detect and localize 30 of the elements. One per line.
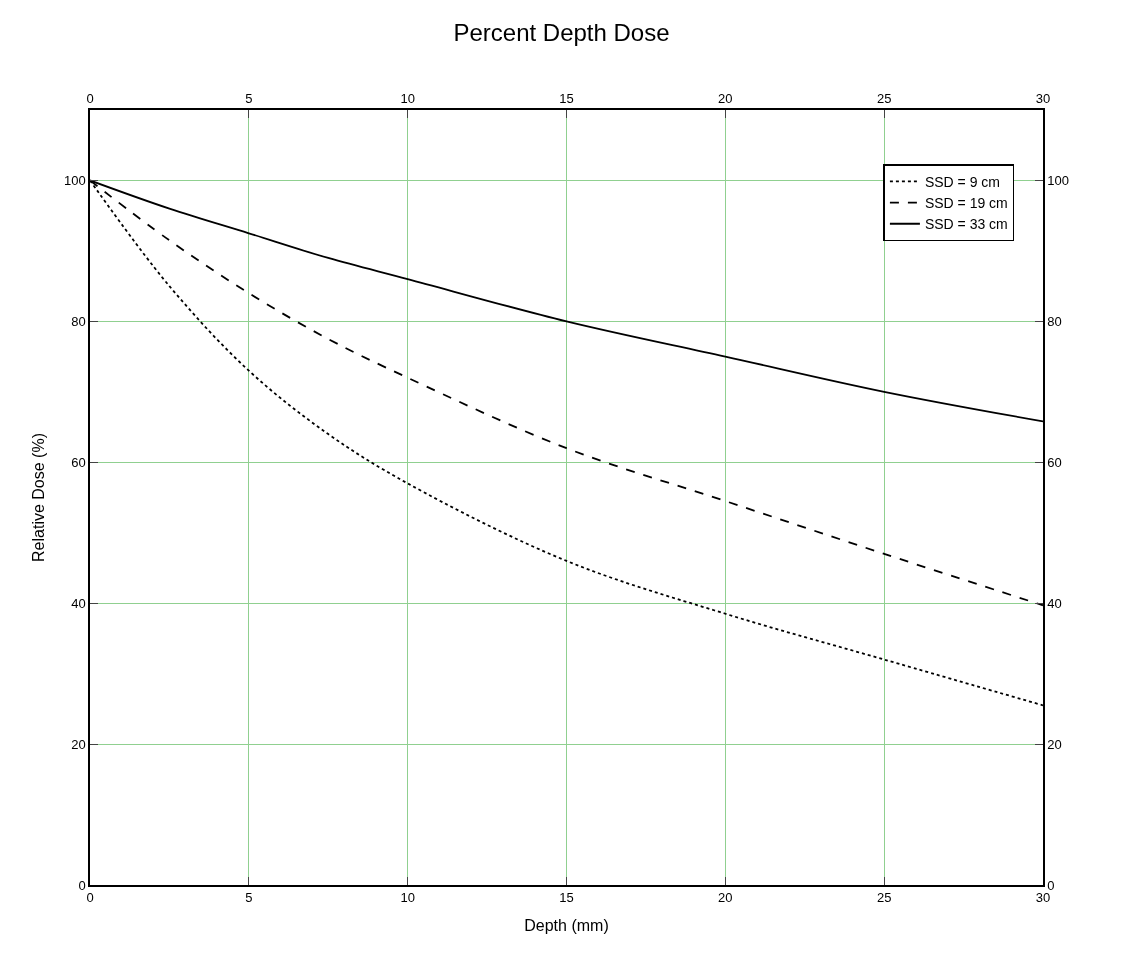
y-tick-label: 20 bbox=[71, 736, 86, 752]
y-tick-label: 60 bbox=[71, 454, 86, 470]
x-tick-label: 30 bbox=[1035, 91, 1051, 107]
legend-label: SSD = 19 cm bbox=[924, 195, 1008, 212]
x-tick-label: 5 bbox=[245, 91, 253, 107]
x-axis-title: Depth (mm) bbox=[524, 916, 609, 934]
y2-tick-label: 0 bbox=[1047, 877, 1055, 893]
y2-tick-label: 40 bbox=[1047, 595, 1062, 611]
y-tick-label: 0 bbox=[78, 877, 86, 893]
x2-tick-label: 20 bbox=[718, 890, 733, 906]
legend-label: SSD = 33 cm bbox=[924, 216, 1008, 233]
x2-tick-label: 10 bbox=[400, 890, 415, 906]
legend-label: SSD = 9 cm bbox=[924, 173, 1000, 190]
chart-title: Percent Depth Dose bbox=[453, 19, 670, 47]
x-tick-label: 25 bbox=[876, 91, 892, 107]
x-tick-label: 15 bbox=[559, 91, 574, 107]
y2-tick-label: 60 bbox=[1047, 454, 1062, 470]
y-axis-title: Relative Dose (%) bbox=[30, 433, 48, 562]
y2-tick-label: 80 bbox=[1047, 313, 1062, 329]
x2-tick-label: 30 bbox=[1035, 890, 1051, 906]
y-tick-label: 80 bbox=[71, 313, 86, 329]
y2-tick-label: 20 bbox=[1047, 736, 1062, 752]
x2-tick-label: 25 bbox=[876, 890, 892, 906]
y2-tick-label: 100 bbox=[1047, 173, 1070, 188]
y-tick-label: 40 bbox=[71, 595, 86, 611]
x2-tick-label: 15 bbox=[559, 890, 574, 906]
y-tick-label: 100 bbox=[63, 173, 86, 188]
x-tick-label: 20 bbox=[718, 91, 733, 107]
x2-tick-label: 5 bbox=[245, 890, 253, 906]
x-tick-label: 10 bbox=[400, 91, 415, 107]
